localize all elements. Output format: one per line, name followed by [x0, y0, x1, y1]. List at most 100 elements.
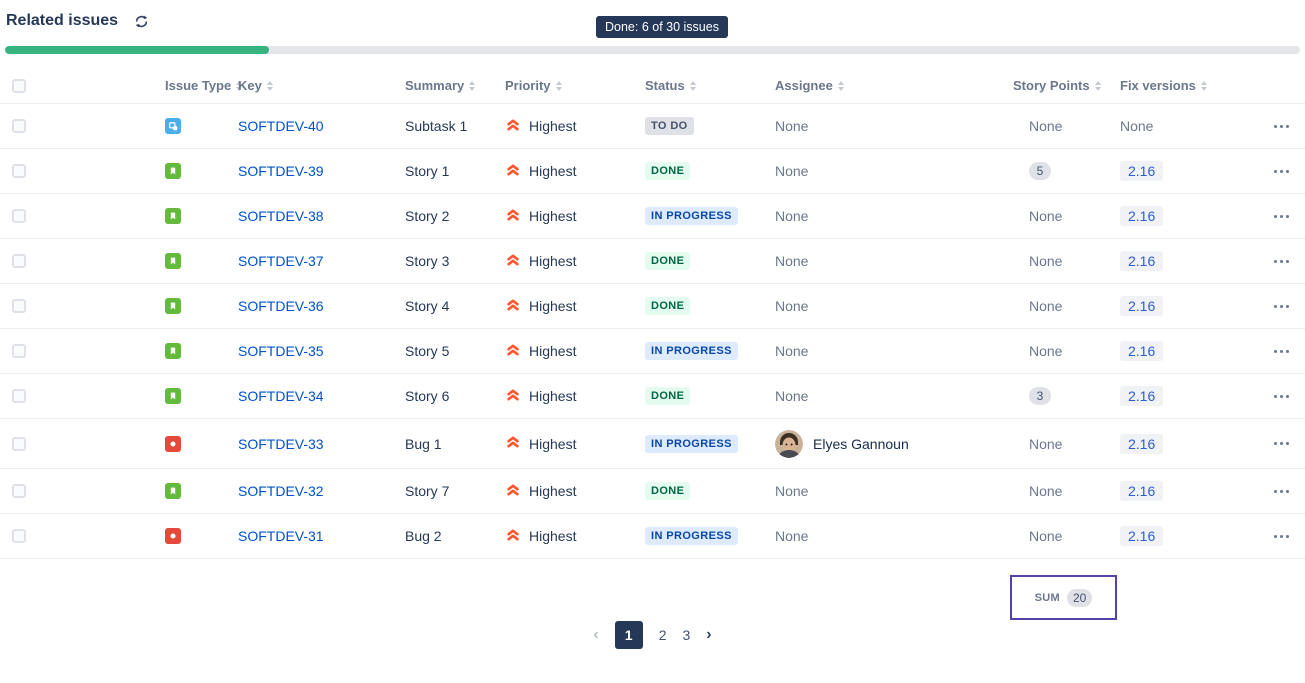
status-badge: DONE — [645, 482, 691, 500]
story-points-value: None — [1029, 343, 1063, 359]
panel-header: Related issues — [0, 8, 1305, 34]
sort-icon — [236, 80, 243, 91]
more-actions-icon[interactable] — [1250, 394, 1289, 398]
more-actions-icon[interactable] — [1250, 304, 1289, 308]
issue-summary: Story 7 — [405, 483, 450, 499]
pagination-next-icon[interactable]: › — [706, 626, 712, 643]
fix-versions-value[interactable]: 2.16 — [1120, 481, 1164, 501]
priority-highest-icon — [505, 342, 521, 361]
row-checkbox[interactable] — [12, 254, 26, 268]
issue-key-link[interactable]: SOFTDEV-34 — [238, 388, 324, 404]
issue-summary: Bug 2 — [405, 528, 442, 544]
priority-label: Highest — [529, 118, 577, 134]
row-checkbox[interactable] — [12, 484, 26, 498]
bug-icon — [165, 435, 181, 452]
assignee-name: Elyes Gannoun — [813, 435, 909, 452]
fix-versions-value[interactable]: 2.16 — [1120, 296, 1164, 316]
more-actions-icon[interactable] — [1250, 169, 1289, 173]
table-row: SOFTDEV-31 Bug 2 Highest IN PROGRESS Non… — [0, 514, 1305, 559]
assignee-name: None — [775, 343, 809, 359]
issue-key-link[interactable]: SOFTDEV-39 — [238, 163, 324, 179]
more-actions-icon[interactable] — [1250, 534, 1289, 538]
row-checkbox[interactable] — [12, 164, 26, 178]
priority-label: Highest — [529, 388, 577, 404]
row-checkbox[interactable] — [12, 119, 26, 133]
progress-bar-fill — [5, 46, 270, 54]
priority-label: Highest — [529, 528, 577, 544]
pagination-page-3[interactable]: 3 — [682, 627, 691, 643]
column-header-key[interactable]: Key — [226, 78, 393, 93]
refresh-icon[interactable] — [132, 12, 150, 30]
assignee-name: None — [775, 163, 809, 179]
issue-key-link[interactable]: SOFTDEV-31 — [238, 528, 324, 544]
story-points-value: None — [1029, 483, 1063, 499]
priority-highest-icon — [505, 387, 521, 406]
priority-label: Highest — [529, 253, 577, 269]
priority-highest-icon — [505, 117, 521, 136]
priority-label: Highest — [529, 483, 577, 499]
pagination: ‹ 1 2 3 › — [0, 621, 1305, 649]
fix-versions-value[interactable]: 2.16 — [1120, 341, 1164, 361]
issue-summary: Story 6 — [405, 388, 450, 404]
column-header-priority[interactable]: Priority — [493, 78, 633, 93]
fix-versions-value[interactable]: 2.16 — [1120, 433, 1164, 454]
subtask-icon — [165, 118, 181, 134]
pagination-page-1[interactable]: 1 — [614, 621, 643, 649]
page-title: Related issues — [6, 12, 119, 29]
row-checkbox[interactable] — [12, 529, 26, 543]
status-badge: DONE — [645, 162, 691, 180]
column-header-issue-type[interactable]: Issue Type — [153, 78, 243, 93]
bug-icon — [165, 528, 181, 544]
more-actions-icon[interactable] — [1250, 214, 1289, 218]
row-checkbox[interactable] — [12, 436, 26, 451]
story-points-value: 3 — [1029, 387, 1051, 405]
row-checkbox[interactable] — [12, 344, 26, 358]
story-points-value: None — [1029, 528, 1063, 544]
column-header-status[interactable]: Status — [633, 78, 763, 93]
fix-versions-value[interactable]: 2.16 — [1120, 526, 1164, 546]
issue-key-link[interactable]: SOFTDEV-35 — [238, 343, 324, 359]
priority-highest-icon — [505, 527, 521, 546]
column-header-assignee[interactable]: Assignee — [763, 78, 1001, 93]
issue-key-link[interactable]: SOFTDEV-36 — [238, 298, 324, 314]
fix-versions-value[interactable]: 2.16 — [1120, 386, 1164, 406]
assignee-name: None — [775, 253, 809, 269]
issue-summary: Story 1 — [405, 163, 450, 179]
more-actions-icon[interactable] — [1250, 259, 1289, 263]
row-checkbox[interactable] — [12, 209, 26, 223]
story-points-value: None — [1029, 118, 1063, 134]
column-header-summary[interactable]: Summary — [393, 78, 493, 93]
status-badge: IN PROGRESS — [645, 434, 738, 453]
row-checkbox[interactable] — [12, 389, 26, 403]
pagination-page-2[interactable]: 2 — [658, 627, 667, 643]
fix-versions-value[interactable]: 2.16 — [1120, 206, 1164, 226]
issue-key-link[interactable]: SOFTDEV-37 — [238, 253, 324, 269]
fix-versions-value[interactable]: 2.16 — [1120, 161, 1164, 181]
assignee-name: None — [775, 528, 809, 544]
story-icon — [165, 253, 181, 269]
more-actions-icon[interactable] — [1250, 349, 1289, 353]
priority-highest-icon — [505, 297, 521, 316]
issue-key-link[interactable]: SOFTDEV-33 — [238, 435, 324, 452]
issue-key-link[interactable]: SOFTDEV-32 — [238, 483, 324, 499]
column-header-story-points[interactable]: Story Points — [1001, 78, 1108, 93]
sort-icon — [555, 80, 562, 91]
story-icon — [165, 343, 181, 359]
sort-icon — [837, 80, 844, 91]
more-actions-icon[interactable] — [1250, 124, 1289, 128]
assignee-name: None — [775, 118, 809, 134]
column-header-fix-versions[interactable]: Fix versions — [1108, 78, 1238, 93]
more-actions-icon[interactable] — [1250, 489, 1289, 493]
table-row: SOFTDEV-34 Story 6 Highest DONE None 3 2… — [0, 374, 1305, 419]
issue-summary: Story 5 — [405, 343, 450, 359]
story-icon — [165, 388, 181, 404]
fix-versions-value[interactable]: 2.16 — [1120, 251, 1164, 271]
table-row: SOFTDEV-39 Story 1 Highest DONE None 5 2… — [0, 149, 1305, 194]
select-all-checkbox[interactable] — [12, 78, 26, 93]
issue-key-link[interactable]: SOFTDEV-40 — [238, 118, 324, 134]
more-actions-icon[interactable] — [1250, 442, 1289, 445]
issue-key-link[interactable]: SOFTDEV-38 — [238, 208, 324, 224]
row-checkbox[interactable] — [12, 299, 26, 313]
pagination-prev-icon[interactable]: ‹ — [593, 626, 599, 643]
